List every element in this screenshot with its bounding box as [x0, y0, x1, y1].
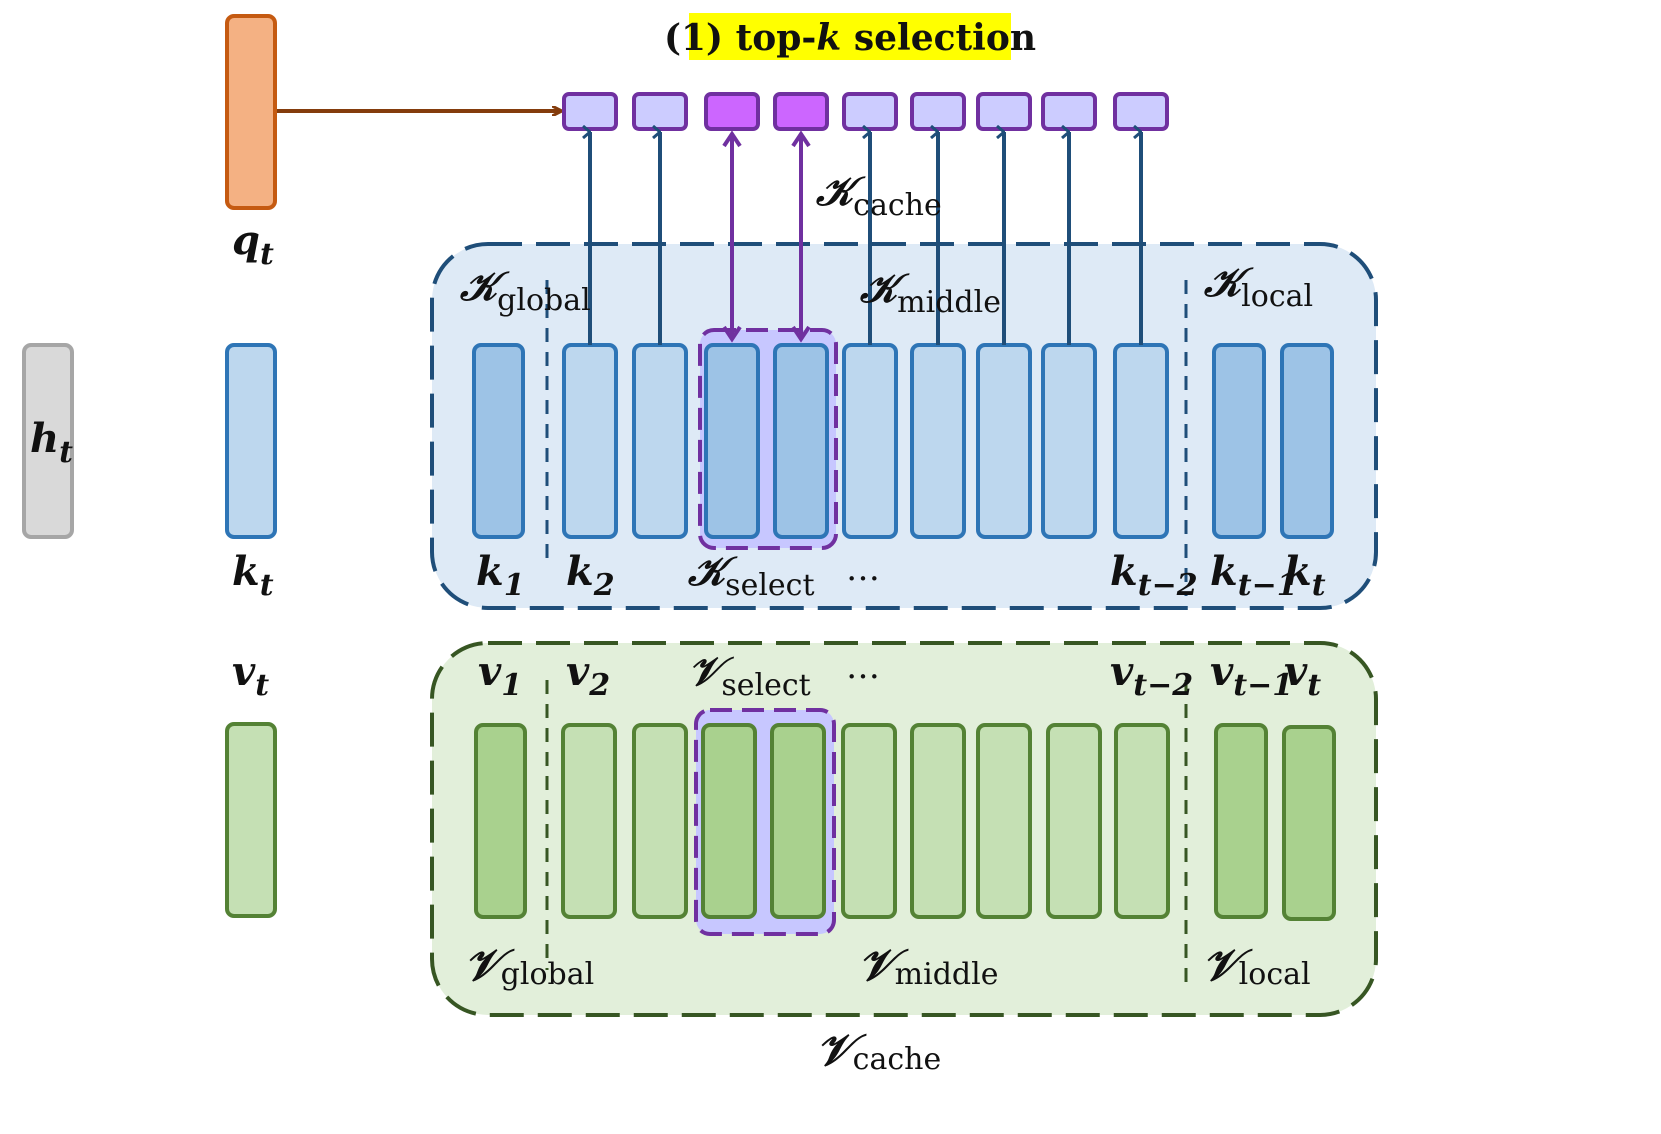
value-token-selected [770, 723, 826, 919]
score-cell [562, 92, 618, 131]
key-token-selected [773, 343, 829, 539]
key-token-local [1212, 343, 1266, 539]
key-cache-label: 𝒦cache [815, 168, 942, 223]
value-global-label: 𝒱global [464, 940, 594, 992]
value-token [632, 723, 688, 919]
title: (1) top-k selection [664, 13, 1036, 60]
score-cell [1041, 92, 1097, 131]
key-ellipsis: … [846, 549, 880, 589]
value-cache-label: 𝒱cache [816, 1025, 941, 1077]
title-prefix: (1) top- [664, 17, 816, 59]
select-arrow-head-top [722, 130, 742, 148]
q-label: qt [232, 217, 274, 272]
key-token-label: kt−2 [1110, 548, 1198, 603]
score-row [562, 92, 1169, 131]
value-token [1046, 723, 1102, 919]
score-cell [632, 92, 688, 131]
q-vector [225, 14, 277, 210]
key-token-label: k1 [476, 548, 525, 603]
key-token-label: k2 [566, 548, 615, 603]
select-arrow-head-bottom [722, 325, 742, 343]
value-token-label: v2 [566, 648, 610, 703]
title-suffix: selection [841, 17, 1036, 59]
value-token [976, 723, 1032, 919]
value-ellipsis: … [846, 647, 880, 687]
key-token-label: kt−1 [1210, 548, 1298, 603]
value-token-label: v1 [478, 648, 522, 703]
key-score-arrows [590, 132, 1143, 345]
h-label: ht [30, 415, 73, 470]
key-token-label: kt [1284, 548, 1326, 603]
key-token [632, 343, 688, 539]
score-cell-selected [704, 92, 760, 131]
value-token [841, 723, 897, 919]
value-token-global [474, 723, 527, 919]
title-k: k [816, 17, 841, 59]
select-arrows [722, 130, 811, 343]
key-token-selected [704, 343, 760, 539]
key-token [976, 343, 1032, 539]
key-token-local [1280, 343, 1334, 539]
key-global-label: 𝒦global [459, 263, 591, 318]
key-token [910, 343, 966, 539]
value-token-label: vt [1284, 648, 1321, 703]
key-token [1041, 343, 1097, 539]
value-token-label: vt−1 [1210, 648, 1293, 703]
svg-text:(1) top-k selection: (1) top-k selection [664, 17, 1036, 59]
value-token [1114, 723, 1170, 919]
value-tokens [474, 723, 1336, 921]
value-token-local [1214, 723, 1268, 919]
k-label: kt [232, 548, 274, 603]
v-vector [225, 722, 277, 918]
score-cell [842, 92, 898, 131]
score-cell [976, 92, 1032, 131]
value-token-label: vt−2 [1110, 648, 1193, 703]
score-cell-selected [773, 92, 829, 131]
key-token [562, 343, 618, 539]
k-vector [225, 343, 277, 539]
key-tokens [472, 343, 1334, 539]
h-vector [22, 343, 74, 539]
title-highlight [689, 13, 1011, 60]
key-token [1113, 343, 1169, 539]
select-arrow-head-bottom [791, 325, 811, 343]
value-token-selected [701, 723, 757, 919]
key-token [842, 343, 898, 539]
score-cell [910, 92, 966, 131]
key-token-global [472, 343, 525, 539]
value-token [910, 723, 966, 919]
key-middle-label: 𝒦middle [859, 265, 1001, 320]
score-cell [1113, 92, 1169, 131]
v-label: vt [232, 648, 269, 703]
select-arrow-head-top [791, 130, 811, 148]
value-token [561, 723, 617, 919]
value-token-local [1282, 725, 1336, 921]
